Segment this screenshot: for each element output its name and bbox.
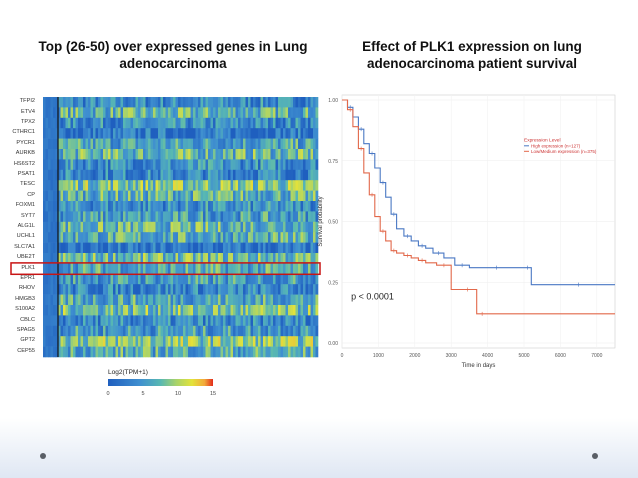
heatmap-row-label: CEP55 <box>17 347 35 354</box>
heatmap-row-label: S100A2 <box>15 306 35 313</box>
heatmap-row-label: ETV4 <box>21 108 35 115</box>
heatmap-row-label: SLC7A1 <box>14 243 35 250</box>
low-expression-curve <box>342 99 615 315</box>
colorbar <box>108 379 213 386</box>
x-tick-label: 0 <box>341 353 344 359</box>
plk1-highlight-box <box>10 262 321 276</box>
heatmap-cells <box>43 97 319 358</box>
heatmap-row-label: ALG1L <box>17 223 35 229</box>
survival-plot: 0.00 0.25 0.50 0.75 1.00 0 1000 2000 3000 4000 500… <box>318 94 616 369</box>
x-axis-label: Time in days <box>462 363 496 369</box>
x-tick-label: 6000 <box>555 353 566 359</box>
x-tick-label: 4000 <box>482 353 493 359</box>
heatmap-row-label: SYT7 <box>21 212 35 219</box>
heatmap-row-label: RHOV <box>18 285 35 292</box>
y-tick-label: 0.50 <box>328 220 338 226</box>
heatmap-row-label: SPAG5 <box>16 327 35 333</box>
colorbar-tick-label: 0 <box>106 391 109 397</box>
heatmap-row-label: PYCR1 <box>16 139 35 146</box>
heatmap-row-label: HS6ST2 <box>13 160 35 167</box>
x-tick-label: 3000 <box>446 353 457 359</box>
heatmap-row-label: TFPI2 <box>19 98 35 105</box>
heatmap-row-label: PSAT1 <box>17 171 35 177</box>
heatmap-row-label: CTHRC1 <box>12 129 35 136</box>
colorbar-tick-label: 10 <box>175 391 181 397</box>
y-tick-label: 0.25 <box>328 280 338 286</box>
colorbar-tick-label: 5 <box>141 391 144 397</box>
footer-dot-left <box>40 453 46 459</box>
heatmap-row-label: HMGB3 <box>15 295 35 302</box>
legend-title: Expression Level <box>524 137 561 143</box>
y-tick-label: 1.00 <box>328 98 338 104</box>
legend-entry: High expression (n=127) <box>531 143 581 148</box>
heatmap-row-label: CBLC <box>20 316 35 323</box>
colorbar-tick-label: 15 <box>210 391 216 397</box>
y-axis-label: Survival probability <box>318 196 324 246</box>
survival-panel-title: Effect of PLK1 expression on lung adenoc… <box>362 39 582 71</box>
heatmap-row-label: TESC <box>20 181 35 188</box>
heatmap-row-label: TPX2 <box>21 119 35 125</box>
heatmap-row-label: FOXM1 <box>15 202 35 209</box>
heatmap-panel-title: Top (26-50) over expressed genes in Lung… <box>38 39 308 71</box>
heatmap-row-label: PLK1 <box>21 264 35 271</box>
heatmap-row-label: GPT2 <box>20 337 35 344</box>
footer-band <box>0 418 638 478</box>
x-tick-label: 1000 <box>373 353 384 359</box>
heatmap-row-label: EPR1 <box>20 275 35 281</box>
heatmap-row-label: CP <box>27 191 35 198</box>
colorbar-title: Log2(TPM+1) <box>108 369 148 376</box>
x-tick-label: 2000 <box>409 353 420 359</box>
heatmap-row-label: UBE2T <box>16 254 35 261</box>
heatmap-row-label: UCHL1 <box>16 233 35 240</box>
high-expression-curve <box>342 99 615 286</box>
x-tick-label: 7000 <box>591 353 602 359</box>
y-tick-label: 0.75 <box>328 159 338 165</box>
y-tick-label: 0.00 <box>328 341 338 347</box>
heatmap-row-label: AURKB <box>15 150 35 157</box>
x-tick-label: 5000 <box>518 353 529 359</box>
legend-entry: Low/Medium expression (n=375) <box>531 149 597 154</box>
p-value-label: p < 0.0001 <box>351 291 394 301</box>
footer-dot-right <box>592 453 598 459</box>
